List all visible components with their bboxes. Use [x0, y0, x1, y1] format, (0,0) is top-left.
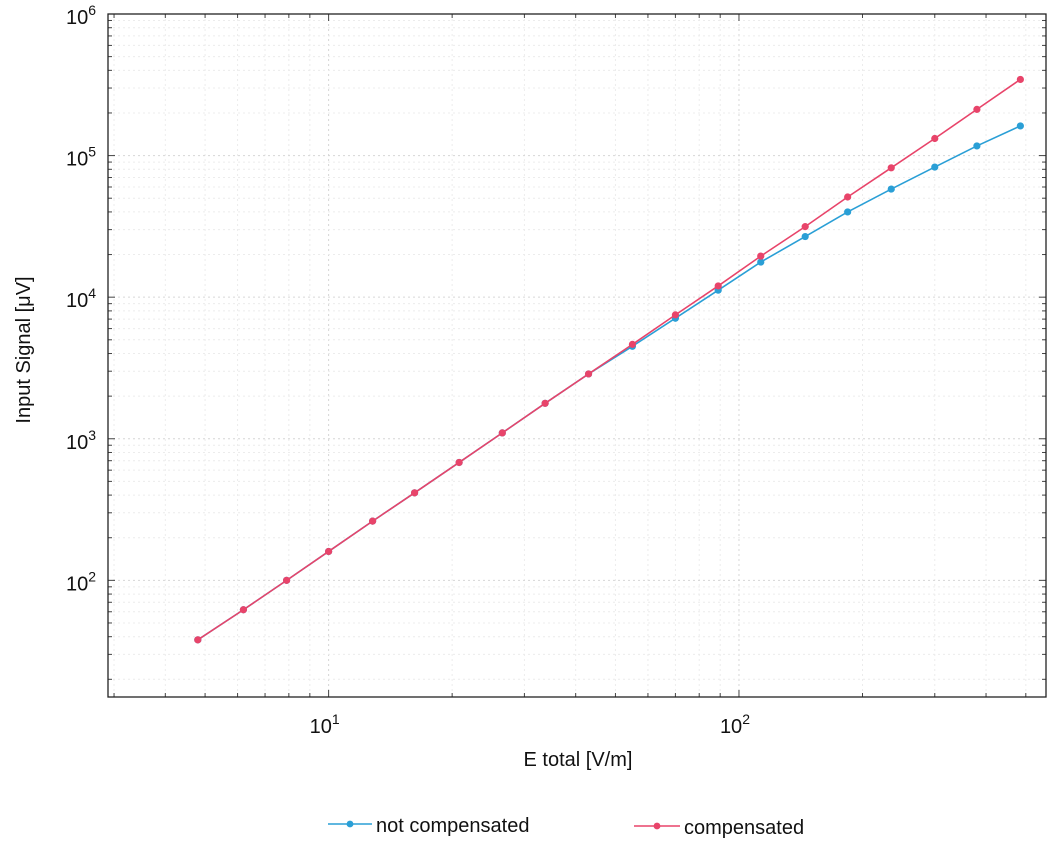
data-point-compensated [325, 547, 333, 556]
legend-marker-not-compensated [346, 820, 354, 828]
series-line-compensated [197, 78, 1021, 641]
tick-exponent: 6 [88, 2, 96, 18]
data-point-not-compensated [973, 142, 981, 150]
legend-item-compensated: compensated [634, 817, 804, 839]
series-compensated [194, 75, 1024, 644]
tick-base: 10 [66, 432, 88, 454]
data-point-not-compensated [887, 185, 895, 193]
data-point-not-compensated [1016, 122, 1024, 130]
data-point-compensated [714, 282, 722, 290]
tick-exponent: 1 [332, 711, 340, 727]
legend-label-not-compensated: not compensated [376, 815, 529, 837]
data-point-compensated [931, 134, 939, 143]
tick-base: 10 [66, 7, 88, 29]
data-point-compensated [239, 606, 248, 614]
legend-item-not-compensated: not compensated [328, 815, 529, 837]
x-axis-title: E total [V/m] [524, 749, 633, 771]
data-point-compensated [194, 636, 202, 644]
tick-base: 10 [66, 149, 88, 171]
x-tick-label: 101 [310, 711, 340, 738]
data-point-compensated [757, 252, 765, 260]
data-point-compensated [887, 164, 895, 172]
data-point-compensated [1016, 75, 1024, 84]
x-tick-label: 102 [720, 711, 750, 738]
x-tick-labels: 101 102 [310, 711, 751, 738]
data-point-compensated [801, 223, 809, 231]
y-tick-label: 103 [66, 427, 96, 454]
data-point-compensated [498, 429, 506, 437]
series-layer [194, 75, 1024, 644]
tick-base: 10 [66, 573, 88, 595]
data-point-compensated [671, 311, 680, 319]
tick-base: 10 [720, 716, 742, 738]
tick-base: 10 [310, 716, 332, 738]
y-tick-label: 102 [66, 568, 96, 595]
data-point-compensated [973, 105, 981, 113]
data-point-compensated [455, 458, 463, 467]
y-tick-label: 104 [66, 285, 96, 312]
data-point-not-compensated [931, 163, 939, 171]
y-axis-title: Input Signal [μV] [13, 276, 35, 423]
data-point-not-compensated [844, 208, 852, 216]
legend: not compensated compensated [328, 815, 804, 839]
data-point-not-compensated [801, 232, 809, 241]
tick-exponent: 5 [88, 144, 96, 160]
data-point-compensated [628, 340, 637, 348]
grid [108, 13, 1046, 697]
minor-ticks [108, 13, 1046, 697]
tick-exponent: 3 [88, 427, 96, 443]
data-point-compensated [584, 370, 593, 378]
data-point-compensated [844, 193, 852, 201]
data-point-compensated [541, 399, 549, 407]
data-point-compensated [283, 576, 291, 584]
tick-exponent: 4 [88, 285, 96, 301]
tick-base: 10 [66, 290, 88, 312]
plot-frame [107, 13, 1047, 698]
y-tick-label: 106 [66, 2, 96, 29]
data-point-compensated [369, 517, 377, 525]
tick-exponent: 2 [88, 568, 96, 584]
legend-label-compensated: compensated [684, 817, 804, 839]
y-tick-label: 105 [66, 144, 96, 171]
legend-marker-compensated [653, 822, 661, 830]
tick-exponent: 2 [742, 711, 750, 727]
data-point-not-compensated [757, 258, 765, 266]
data-point-compensated [410, 489, 419, 497]
